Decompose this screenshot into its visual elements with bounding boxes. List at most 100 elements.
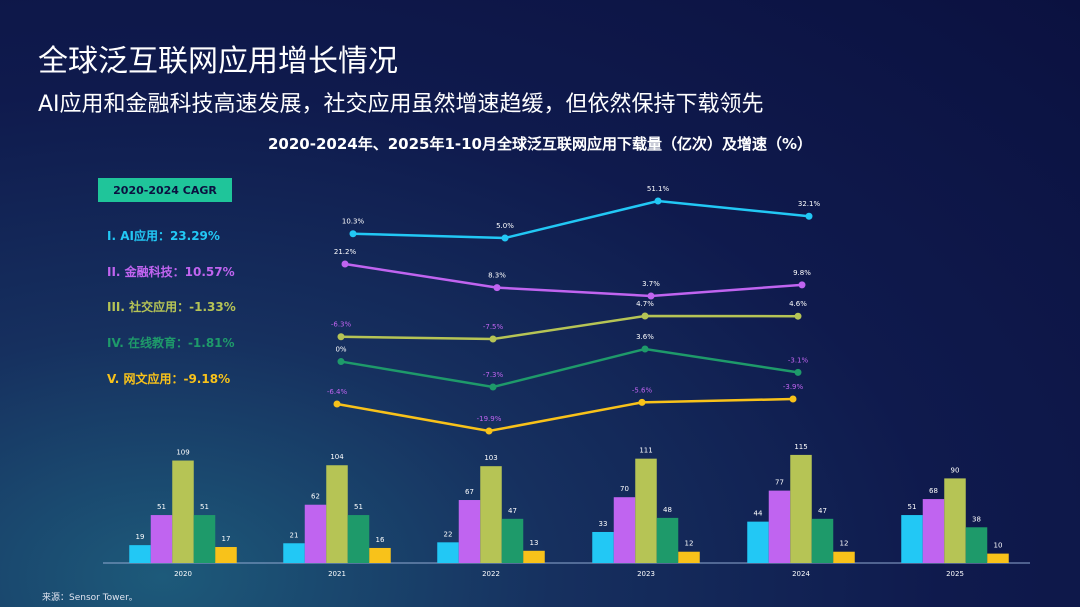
bar-value-label: 109 [176,449,189,457]
growth-point [333,400,341,408]
growth-label: 3.6% [636,333,654,341]
bar-value-label: 33 [599,520,608,528]
bar-value-label: 16 [376,536,385,544]
growth-label: -19.9% [477,415,502,423]
growth-point [493,284,501,292]
bar-value-label: 12 [685,540,694,548]
bar-value-label: 104 [330,453,344,461]
growth-label: 4.6% [789,300,807,308]
bar-value-label: 111 [639,447,652,455]
bar [172,460,194,563]
growth-label: 10.3% [342,218,365,226]
growth-label: 32.1% [798,200,821,208]
growth-point [337,333,345,341]
bar [215,547,237,563]
cagr-item-education: IV. 在线教育：-1.81% [107,336,235,350]
bar [656,517,679,563]
cagr-item-webnovel: V. 网文应用：-9.18% [107,372,231,386]
bar [790,454,812,563]
bar-value-label: 51 [354,503,363,511]
growth-point [794,312,802,320]
growth-line [336,397,794,433]
growth-point [341,260,349,268]
bar-value-label: 44 [754,510,763,518]
bar [458,500,481,563]
bar-value-label: 51 [908,503,917,511]
page-subtitle: AI应用和金融科技高速发展，社交应用虽然增速趋缓，但依然保持下载领先 [38,92,764,117]
growth-point [647,292,655,300]
growth-label: -3.9% [783,383,804,391]
bar-value-label: 19 [136,533,145,541]
growth-label: 3.7% [642,280,660,288]
bar [987,553,1009,563]
growth-label: -7.3% [483,371,504,379]
growth-point [789,395,797,403]
bar-value-label: 22 [444,530,453,538]
cagr-item-social: III. 社交应用：-1.33% [107,300,236,314]
growth-label: -7.5% [483,323,504,331]
bar [480,466,502,563]
bar-value-label: 115 [794,443,807,451]
growth-label: 21.2% [334,248,357,256]
bar [901,515,923,563]
cagr-badge: 2020-2024 CAGR [98,178,232,202]
bar-value-label: 12 [840,540,849,548]
bar-value-label: 103 [484,454,497,462]
growth-label: 8.3% [488,272,506,280]
growth-label: -6.4% [327,388,348,396]
bar [922,499,945,563]
x-tick-label: 2024 [792,570,810,578]
bar-value-label: 67 [465,488,474,496]
growth-point [794,368,802,376]
growth-point [798,281,806,289]
bar [326,465,348,563]
growth-label: 51.1% [647,185,670,193]
bar [965,527,988,563]
growth-line [340,347,799,389]
chart-title: 2020-2024年、2025年1-10月全球泛互联网应用下载量（亿次）及增速（… [267,135,813,153]
bar [592,531,614,563]
x-tick-label: 2022 [482,570,500,578]
bar-value-label: 47 [508,507,517,515]
bar [833,551,855,563]
growth-point [641,312,649,320]
bar [635,458,657,563]
bar-value-label: 17 [222,535,231,543]
bar [501,518,524,563]
source-note: 来源：Sensor Tower。 [42,593,138,603]
bar-value-label: 77 [775,479,784,487]
page-title: 全球泛互联网应用增长情况 [38,44,398,79]
x-tick-label: 2020 [174,570,192,578]
growth-label: 9.8% [793,269,811,277]
bar [768,490,791,563]
bar-value-label: 51 [200,503,209,511]
growth-label: -6.3% [331,321,352,329]
bar [283,543,305,563]
growth-point [349,230,357,238]
bar-value-label: 10 [994,542,1003,550]
bar-value-label: 62 [311,493,320,501]
bar [369,547,391,563]
growth-line [340,314,799,341]
bar [304,504,327,563]
bar [193,515,216,563]
bar-value-label: 51 [157,503,166,511]
bar-value-label: 70 [620,485,629,493]
growth-label: -3.1% [788,356,809,364]
bar [523,550,545,563]
bar-value-label: 68 [929,487,938,495]
growth-point [501,234,509,242]
bar-value-label: 21 [290,531,299,539]
bar-value-label: 47 [818,507,827,515]
growth-line [344,262,803,298]
bar-value-label: 48 [663,506,672,514]
bar [747,521,769,563]
growth-point [638,398,646,406]
bar [347,515,370,563]
cagr-item-fintech: II. 金融科技：10.57% [107,265,235,279]
x-tick-label: 2021 [328,570,346,578]
growth-point [489,383,497,391]
bar [811,518,834,563]
growth-point [641,345,649,353]
